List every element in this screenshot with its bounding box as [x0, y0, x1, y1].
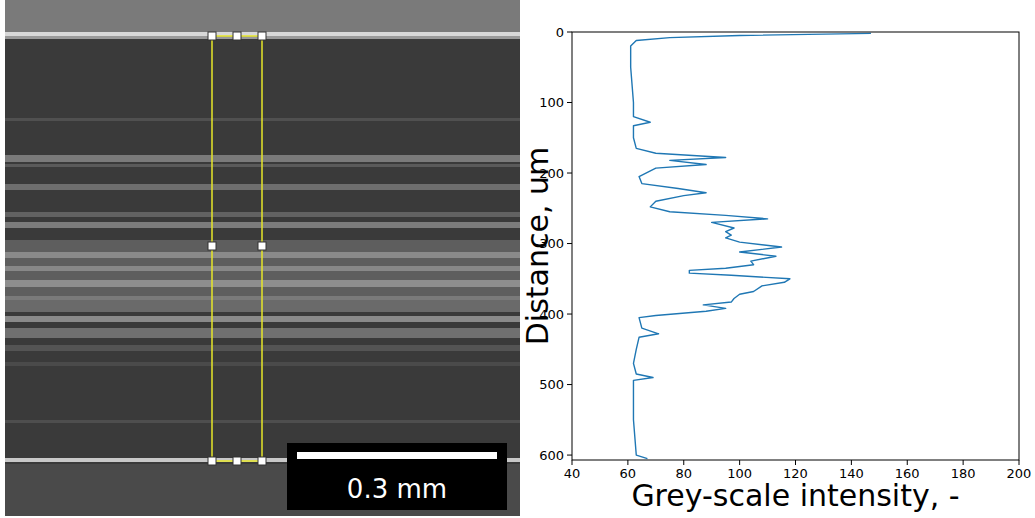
micrograph: 0.3 mm	[5, 0, 520, 516]
y-tick	[567, 173, 572, 174]
y-axis-title: Distance, um	[520, 147, 555, 346]
scale-bar-label: 0.3 mm	[347, 474, 447, 504]
selection-handle	[208, 457, 216, 465]
x-axis-title: Grey-scale intensity, -	[631, 478, 959, 513]
y-tick-label: 0	[556, 25, 564, 40]
scale-bar	[297, 452, 497, 459]
x-tick-label: 200	[1007, 466, 1032, 481]
selection-handle	[233, 32, 241, 40]
profile-line	[631, 33, 871, 458]
image-top	[5, 0, 520, 32]
x-tick	[851, 460, 852, 465]
selection-handle	[258, 32, 266, 40]
y-tick	[567, 32, 572, 33]
plot-frame	[572, 32, 1019, 460]
y-tick	[567, 314, 572, 315]
selection-handle	[208, 242, 216, 250]
image-ground	[5, 0, 520, 516]
y-tick	[567, 102, 572, 103]
y-tick-label: 500	[539, 377, 564, 392]
x-tick	[1019, 460, 1020, 465]
y-tick-label: 600	[539, 448, 564, 463]
selection-box	[208, 32, 266, 465]
selection-handle	[258, 242, 266, 250]
x-tick	[963, 460, 964, 465]
x-tick	[572, 460, 573, 465]
plot-area	[631, 33, 871, 458]
x-tick-label: 40	[564, 466, 581, 481]
chart: 0100200300400500600406080100120140160180…	[520, 25, 1031, 514]
selection-rect	[212, 36, 262, 461]
x-tick	[907, 460, 908, 465]
selection-handle	[258, 457, 266, 465]
figure: 0.3 mm0100200300400500600406080100120140…	[0, 0, 1035, 518]
x-tick	[683, 460, 684, 465]
selection-handle	[233, 457, 241, 465]
x-tick	[795, 460, 796, 465]
x-tick	[739, 460, 740, 465]
y-tick	[567, 455, 572, 456]
y-tick	[567, 384, 572, 385]
y-tick	[567, 243, 572, 244]
y-tick-label: 100	[539, 95, 564, 110]
x-tick	[627, 460, 628, 465]
scale-bar-box	[287, 443, 507, 510]
selection-handle	[208, 32, 216, 40]
